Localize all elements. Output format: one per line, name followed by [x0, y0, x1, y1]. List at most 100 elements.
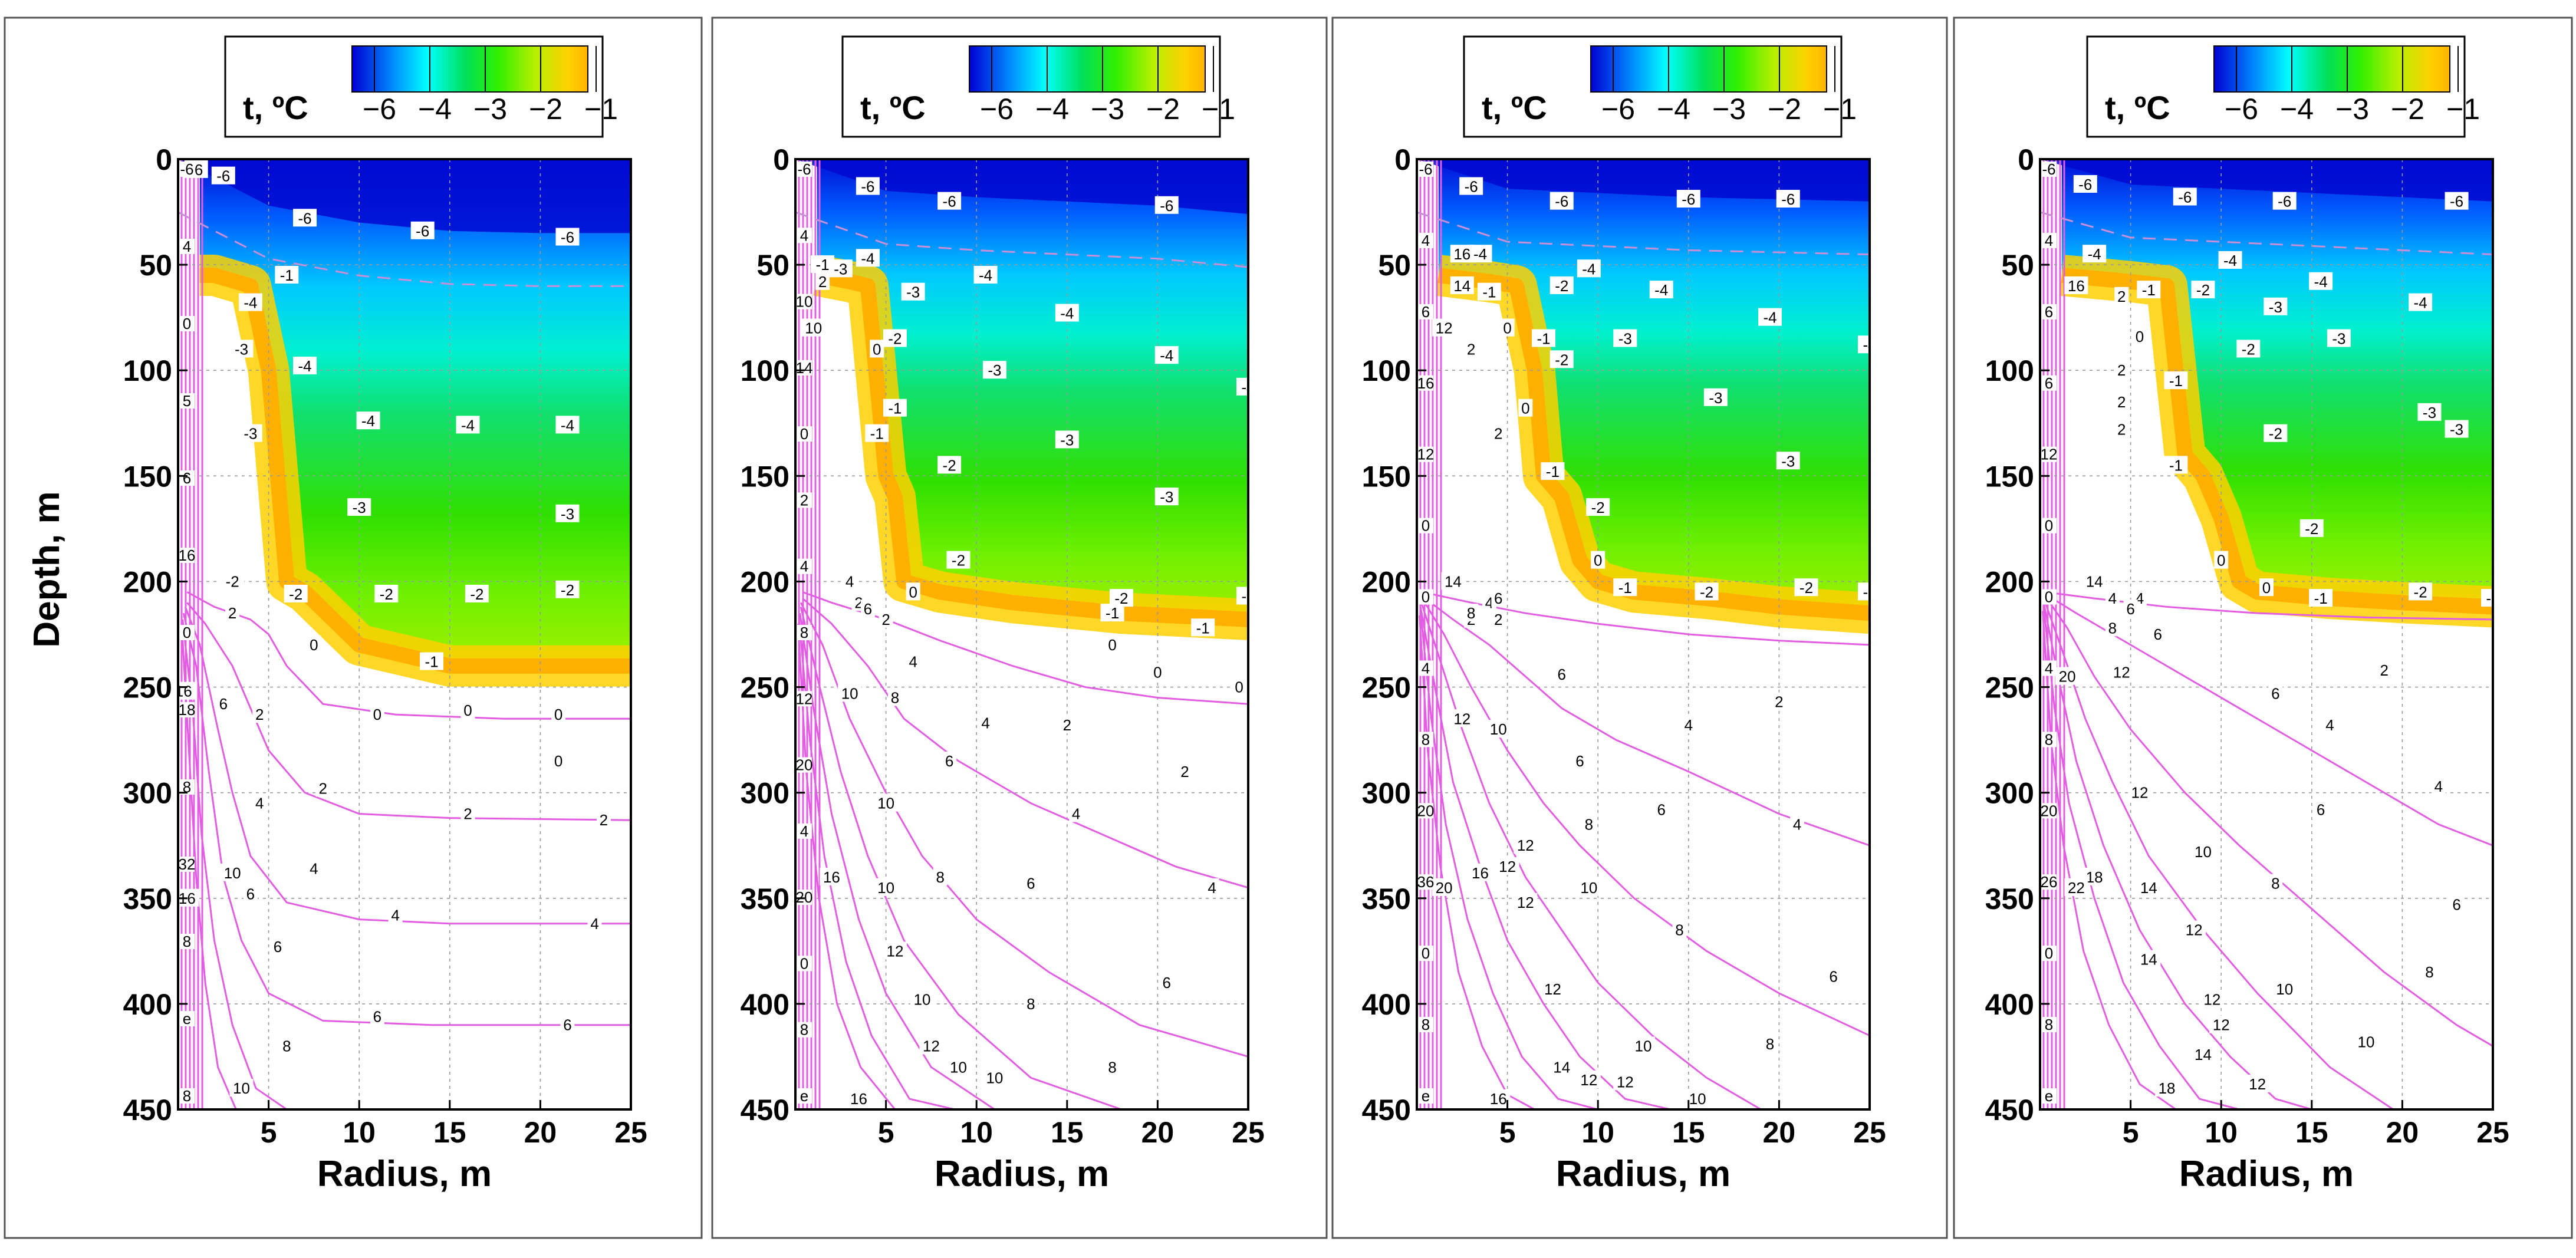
contour-label-bg	[293, 357, 317, 375]
wall-label-bg	[1418, 589, 1433, 605]
contour-label-bg	[2309, 272, 2333, 290]
contour-label-bg	[2137, 281, 2161, 299]
wall-label-bg	[1418, 1017, 1433, 1033]
contour-label-bg	[2114, 361, 2129, 379]
x-tick-label: 5	[878, 1116, 894, 1149]
contour-label-bg	[1177, 762, 1192, 780]
contour-label: 12	[1453, 710, 1470, 727]
contour-label: 10	[841, 684, 858, 702]
wall-label-bg	[2041, 304, 2057, 320]
plot-area: -6 -6 -6 -4 -3 -4 -4 -4 -4 -3 -3 -3 -2 -2 -2 -2 -2 -1 -1 -6…	[178, 159, 631, 1109]
contour-label-bg	[2164, 456, 2188, 474]
wall-label-bg	[797, 823, 812, 839]
wall-label-bg	[1418, 946, 1433, 961]
contour-label: 12	[886, 942, 903, 960]
contour-label-bg	[2314, 800, 2328, 818]
wall-label: 0	[1422, 517, 1430, 535]
contour-label-bg	[1432, 318, 1456, 337]
wall-label: 20	[796, 888, 813, 906]
wall-label-bg	[1418, 162, 1433, 177]
contour-label: -2	[1555, 277, 1568, 295]
contour-label: -6	[416, 222, 429, 240]
wall-label-bg	[179, 162, 195, 177]
contour-label: -1	[2314, 590, 2328, 607]
contour-label-bg	[1441, 572, 1465, 590]
x-tick-label: 15	[1051, 1116, 1084, 1149]
contour-label: -2	[1114, 590, 1128, 607]
contour-label-bg	[910, 990, 935, 1008]
contour-label: -1	[1546, 463, 1560, 480]
contour-label-bg	[2114, 392, 2129, 410]
y-tick-label: 100	[1362, 354, 1411, 387]
contour-label-bg	[2272, 192, 2297, 210]
contour-label: 16	[1472, 864, 1489, 882]
isotherm-12	[2042, 611, 2203, 1109]
contour-label: 12	[1517, 837, 1534, 854]
contour-label-bg	[937, 456, 962, 474]
contour-label: 6	[2317, 801, 2325, 818]
contour-label: -1	[1106, 604, 1119, 622]
contour-label-bg	[2182, 920, 2206, 938]
contour-label: -4	[1060, 305, 1074, 322]
y-tick-label: 450	[123, 1094, 172, 1127]
contour-label-bg	[1432, 878, 1456, 896]
contour-label: -4	[2088, 245, 2101, 263]
wall-label: 0	[800, 425, 808, 443]
panel-1: t, ºC −6 −4 −3 −2 −1-6-6 -6-4-3-4-4 -4 -4-3-3 -3-…	[4, 17, 703, 1239]
legend-tick-label: −3	[2335, 93, 2369, 126]
contour-label: 10	[233, 1079, 250, 1097]
cold-band	[795, 159, 1248, 215]
contour-label-bg	[2409, 582, 2433, 601]
contour-label: 6	[563, 1016, 571, 1034]
contour-label: -2	[888, 330, 902, 347]
contour-label-bg	[465, 584, 489, 602]
contour-label: 20	[1436, 879, 1453, 897]
contour-label: 10	[805, 320, 822, 337]
contour-label-bg	[1154, 196, 1179, 214]
y-tick-label: 0	[2018, 143, 2034, 176]
legend-tick-label: −6	[980, 93, 1014, 126]
contour-label: 4	[981, 714, 989, 732]
contour-label: -2	[943, 456, 956, 474]
contour-label-bg	[870, 340, 884, 358]
contour-label-bg	[370, 705, 384, 723]
y-tick-label: 50	[139, 249, 172, 282]
contour-label: -6	[2450, 193, 2463, 210]
contour-label: 10	[1689, 1090, 1706, 1108]
wall-label: 0	[183, 624, 191, 641]
y-tick-label: 300	[1362, 777, 1411, 810]
contour-label-bg	[225, 604, 240, 622]
contour-label: -4	[1763, 309, 1776, 327]
contour-label: 4	[2108, 590, 2117, 607]
contour-label: -3	[2423, 404, 2436, 421]
contour-label-bg	[2214, 551, 2229, 569]
contour-label-bg	[2105, 618, 2120, 637]
contour-label-bg	[252, 705, 267, 723]
contour-label-bg	[1776, 452, 1800, 470]
contour-label-bg	[211, 166, 235, 185]
contour-label: -6	[298, 209, 311, 227]
wall-label-bg	[2041, 946, 2057, 961]
x-tick-label: 15	[2295, 1116, 2328, 1149]
contour-label: 0	[1503, 320, 1511, 337]
contour-label: 10	[2195, 843, 2212, 861]
y-tick-label: 400	[741, 988, 789, 1021]
contour-label-bg	[906, 582, 920, 601]
contour-label-bg	[2200, 990, 2224, 1008]
x-tick-label: 20	[2386, 1116, 2419, 1149]
contour-label: 6	[246, 885, 255, 903]
y-tick-label: 150	[741, 460, 789, 493]
legend-tick-label: −3	[1712, 93, 1746, 126]
contour-label: -1	[2142, 281, 2156, 299]
contour-label: 6	[1829, 967, 1837, 985]
contour-label: 8	[1108, 1058, 1116, 1076]
contour-label: -3	[353, 499, 366, 516]
wall-label-bg	[1418, 446, 1433, 462]
contour-label: -6	[216, 167, 230, 185]
y-tick-label: 450	[1362, 1094, 1411, 1127]
contour-label-bg	[1703, 388, 1728, 406]
contour-label-bg	[1154, 488, 1179, 506]
contour-label: -3	[244, 425, 257, 443]
isotherm-8	[799, 612, 995, 1109]
x-tick-label: 25	[1232, 1116, 1265, 1149]
